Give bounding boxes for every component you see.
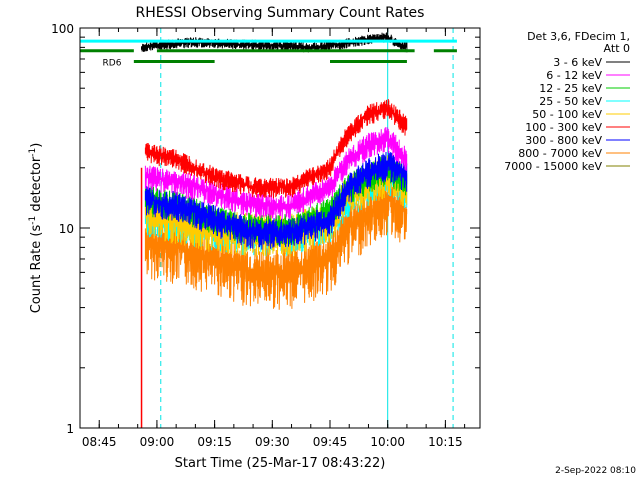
legend-header: Det 3,6, FDecim 1, <box>527 30 630 43</box>
y-axis-label: Count Rate (s-1 detector-1) <box>28 143 44 314</box>
series-line <box>144 151 408 250</box>
y-tick-label: 100 <box>51 22 74 36</box>
footer-date: 2-Sep-2022 08:10 <box>555 466 636 476</box>
legend-label: 800 - 7000 keV <box>518 147 602 160</box>
chart-title: RHESSI Observing Summary Count Rates <box>136 5 425 21</box>
y-axis-label-part: detector <box>29 156 44 216</box>
legend-label: 7000 - 15000 keV <box>504 160 602 173</box>
y-tick-label: 10 <box>59 222 74 236</box>
legend-label: 300 - 800 keV <box>525 134 602 147</box>
y-axis: 1 10 100 <box>51 22 480 436</box>
x-tick-label: 09:30 <box>255 435 290 449</box>
x-tick-label: 10:15 <box>428 435 463 449</box>
x-tick-label: 09:00 <box>140 435 175 449</box>
y-tick-label: 1 <box>66 422 74 436</box>
x-tick-label: 09:45 <box>313 435 348 449</box>
legend-label: 12 - 25 keV <box>539 82 602 95</box>
legend-label: 3 - 6 keV <box>553 56 602 69</box>
legend-label: 50 - 100 keV <box>532 108 602 121</box>
legend-label: 25 - 50 keV <box>539 95 602 108</box>
x-axis: 08:45 09:00 09:15 09:30 09:45 10:00 10:15 <box>79 28 466 449</box>
x-tick-label: 09:15 <box>197 435 232 449</box>
legend-label: 6 - 12 keV <box>546 69 602 82</box>
legend-label: 100 - 300 keV <box>525 121 602 134</box>
legend-header: Att 0 <box>604 42 630 55</box>
y-axis-label-sup: -1 <box>28 216 38 225</box>
y-axis-label-part: Count Rate (s <box>29 225 44 314</box>
series-line <box>144 175 408 310</box>
series-line <box>144 98 408 199</box>
series-line <box>144 127 408 220</box>
y-axis-label-part: ) <box>29 143 44 148</box>
flag-label: RD6 <box>103 58 122 68</box>
x-axis-label: Start Time (25-Mar-17 08:43:22) <box>175 456 386 471</box>
x-tick-label: 10:00 <box>370 435 405 449</box>
y-axis-label-sup: -1 <box>28 148 38 157</box>
x-tick-label: 08:45 <box>82 435 117 449</box>
plot-area: RD6 <box>79 28 457 428</box>
